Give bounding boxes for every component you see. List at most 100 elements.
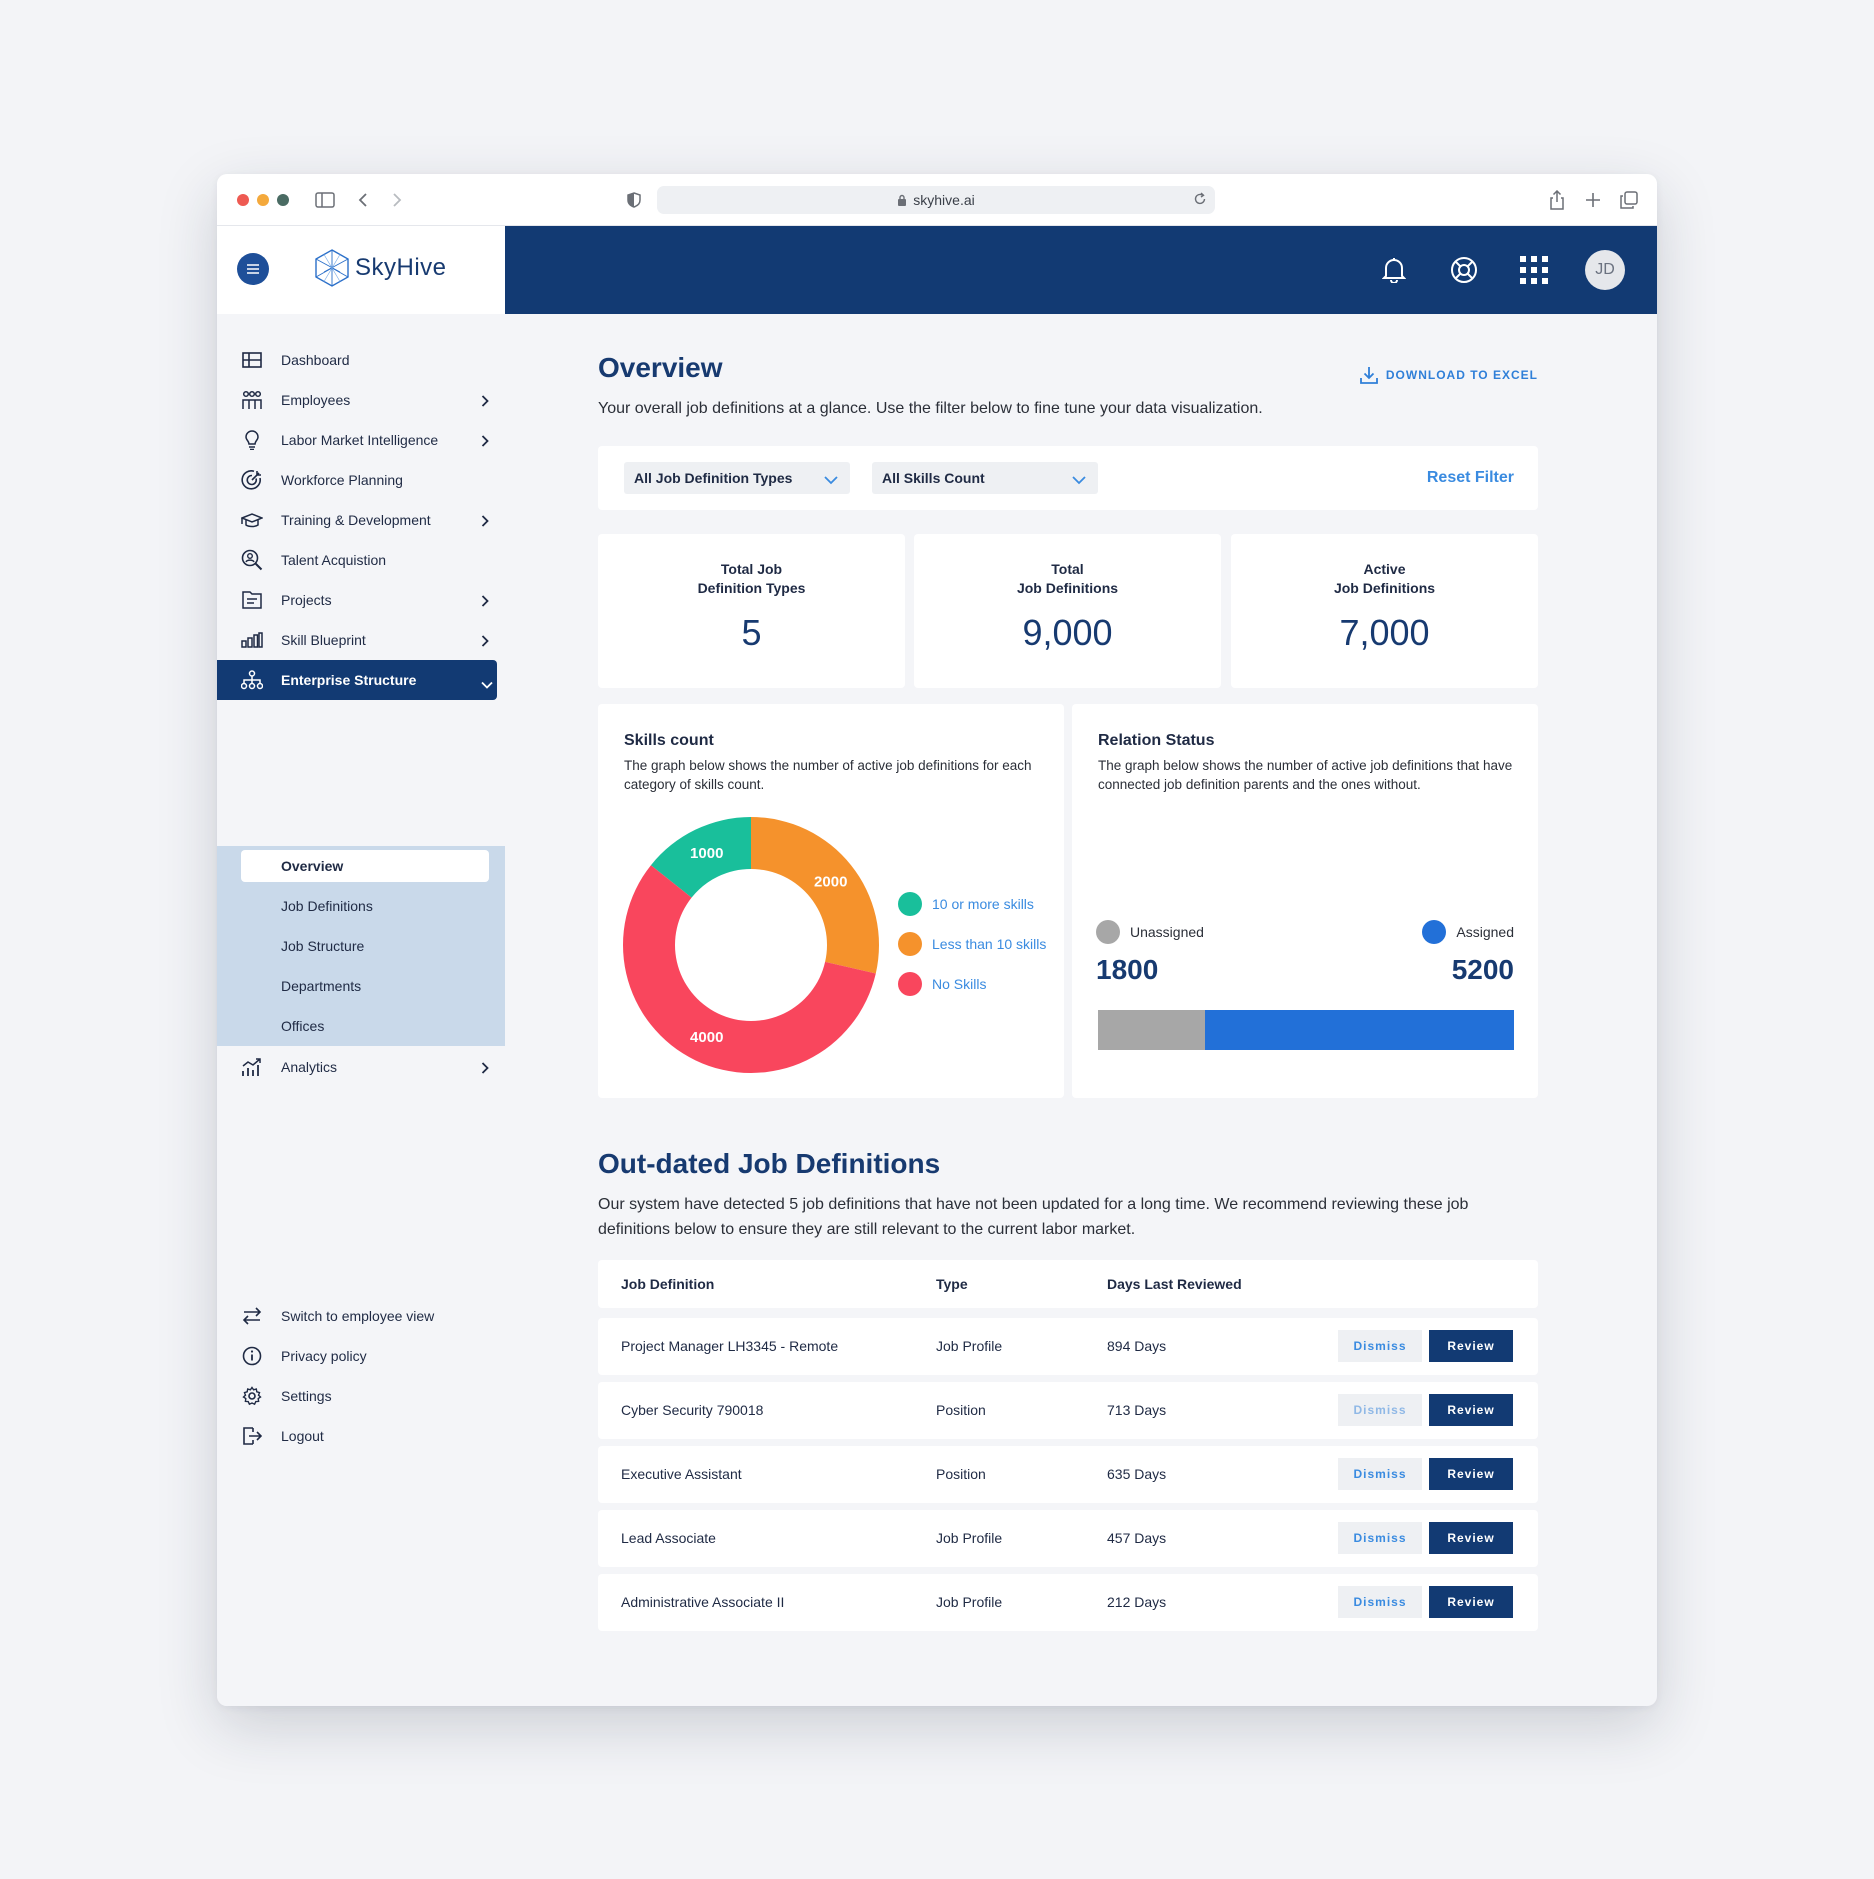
column-header-type[interactable]: Type [936, 1276, 968, 1292]
logout-link[interactable]: Logout [217, 1416, 505, 1456]
donut-slice[interactable] [751, 817, 879, 974]
outdated-description: Our system have detected 5 job definitio… [598, 1196, 1469, 1238]
legend-item[interactable]: 10 or more skills [898, 892, 1034, 916]
table-row: Lead Associate Job Profile 457 Days Dism… [598, 1510, 1538, 1567]
card-title: Skills count [624, 732, 714, 749]
address-bar[interactable]: skyhive.ai [657, 186, 1215, 214]
review-button[interactable]: Review [1429, 1330, 1513, 1362]
footer-link-label: Logout [281, 1428, 324, 1444]
relation-bar-unassigned [1098, 1010, 1514, 1050]
sidebar-item-label: Labor Market Intelligence [281, 432, 439, 448]
share-icon[interactable] [1545, 188, 1569, 212]
analytics-icon [241, 1057, 263, 1077]
review-button[interactable]: Review [1429, 1586, 1513, 1618]
privacy-policy-link[interactable]: Privacy policy [217, 1336, 505, 1376]
sidebar-item-employees[interactable]: Employees [217, 380, 505, 420]
sidebar-item-talent-acquistion[interactable]: Talent Acquistion [217, 540, 505, 580]
reload-icon[interactable] [1193, 192, 1207, 209]
stat-value: 7,000 [1339, 612, 1430, 653]
sidebar-item-training-development[interactable]: Training & Development [217, 500, 505, 540]
legend-item[interactable]: No Skills [898, 972, 986, 996]
skills-donut-chart: 1000 2000 4000 [623, 817, 879, 1073]
user-avatar[interactable]: JD [1585, 250, 1625, 290]
column-header-days[interactable]: Days Last Reviewed [1107, 1276, 1242, 1292]
dismiss-button[interactable]: Dismiss [1338, 1330, 1422, 1362]
menu-toggle-button[interactable] [237, 253, 269, 285]
logout-icon [241, 1426, 263, 1446]
sidebar-item-label: Dashboard [281, 352, 350, 368]
skills-count-select[interactable]: All Skills Count [872, 462, 1098, 494]
sidebar-item-label: Projects [281, 592, 332, 608]
dismiss-button[interactable]: Dismiss [1338, 1522, 1422, 1554]
review-button[interactable]: Review [1429, 1394, 1513, 1426]
review-button[interactable]: Review [1429, 1522, 1513, 1554]
outdated-section-title: Out-dated Job Definitions [598, 1148, 941, 1179]
stat-card-total-types: Total Job Definition Types 5 [598, 534, 905, 688]
zoom-window-button[interactable] [277, 194, 289, 206]
privacy-shield-icon[interactable] [622, 188, 646, 212]
donut-data-label: 1000 [690, 845, 723, 862]
sidebar-item-dashboard[interactable]: Dashboard [217, 340, 505, 380]
cell-type: Job Profile [936, 1338, 1003, 1354]
new-tab-icon[interactable] [1581, 188, 1605, 212]
sidebar-item-label: Enterprise Structure [281, 672, 417, 688]
cell-job-definition: Project Manager LH3345 - Remote [621, 1338, 839, 1354]
column-header-job-definition[interactable]: Job Definition [621, 1276, 715, 1292]
stat-label: Active Job Definitions [1333, 561, 1436, 596]
assigned-value: 5200 [1451, 954, 1514, 985]
card-description: The graph below shows the number of acti… [1098, 758, 1513, 792]
graduation-cap-icon [241, 510, 263, 530]
hamburger-icon [247, 264, 259, 274]
sidebar-item-workforce-planning[interactable]: Workforce Planning [217, 460, 505, 500]
skyhive-logo-icon [315, 249, 349, 287]
review-button[interactable]: Review [1429, 1458, 1513, 1490]
page-title: Overview [598, 352, 723, 383]
sidebar-item-enterprise-structure[interactable]: Enterprise Structure [217, 660, 497, 700]
forward-icon[interactable] [385, 188, 409, 212]
legend-item[interactable]: Less than 10 skills [898, 932, 1046, 956]
cell-type: Job Profile [936, 1530, 1003, 1546]
switch-employee-view-link[interactable]: Switch to employee view [217, 1296, 505, 1336]
sidebar-toggle-icon[interactable] [313, 188, 337, 212]
table-row: Project Manager LH3345 - Remote Job Prof… [598, 1318, 1538, 1375]
dismiss-button[interactable]: Dismiss [1338, 1458, 1422, 1490]
cell-job-definition: Administrative Associate II [621, 1594, 785, 1610]
overview-intro: Your overall job definitions at a glance… [598, 400, 1263, 417]
table-row: Executive Assistant Position 635 Days Di… [598, 1446, 1538, 1503]
sidebar-item-labor-market-intelligence[interactable]: Labor Market Intelligence [217, 420, 505, 460]
download-to-excel-button[interactable]: DOWNLOAD TO EXCEL [1359, 366, 1538, 384]
cell-type: Position [936, 1402, 986, 1418]
reset-filter-button[interactable]: Reset Filter [1426, 469, 1514, 486]
apps-grid-icon[interactable] [1516, 252, 1552, 288]
job-definition-type-select[interactable]: All Job Definition Types [624, 462, 850, 494]
brand-logo[interactable]: SkyHive [313, 248, 447, 288]
donut-slice[interactable] [650, 817, 751, 898]
stat-value: 5 [741, 612, 762, 653]
donut-slice[interactable] [623, 865, 876, 1073]
tabs-overview-icon[interactable] [1617, 188, 1641, 212]
dismiss-button[interactable]: Dismiss [1338, 1586, 1422, 1618]
settings-link[interactable]: Settings [217, 1376, 505, 1416]
sidebar-item-label: Training & Development [281, 512, 431, 528]
close-window-button[interactable] [237, 194, 249, 206]
legend-swatch [898, 972, 922, 996]
submenu-item-job-structure[interactable]: Job Structure [281, 938, 365, 954]
back-icon[interactable] [351, 188, 375, 212]
submenu-item-departments[interactable]: Departments [281, 978, 362, 994]
sidebar: Dashboard Employees Labor Market Intelli… [217, 314, 505, 1706]
help-lifebuoy-icon[interactable] [1446, 252, 1482, 288]
sidebar-item-projects[interactable]: Projects [217, 580, 505, 620]
card-title: Relation Status [1098, 732, 1215, 749]
submenu-item-overview[interactable]: Overview [241, 850, 489, 882]
stat-card-active-definitions: Active Job Definitions 7,000 [1231, 534, 1538, 688]
submenu-item-job-definitions[interactable]: Job Definitions [281, 898, 373, 914]
sidebar-item-skill-blueprint[interactable]: Skill Blueprint [217, 620, 505, 660]
footer-link-label: Settings [281, 1388, 332, 1404]
stat-label: Total Job Definitions [1016, 561, 1119, 596]
table-row: Cyber Security 790018 Position 713 Days … [598, 1382, 1538, 1439]
submenu-item-offices[interactable]: Offices [281, 1018, 325, 1034]
dismiss-button[interactable]: Dismiss [1338, 1394, 1422, 1426]
minimize-window-button[interactable] [257, 194, 269, 206]
bell-icon[interactable] [1376, 252, 1412, 288]
sidebar-item-analytics[interactable]: Analytics [217, 1047, 505, 1087]
